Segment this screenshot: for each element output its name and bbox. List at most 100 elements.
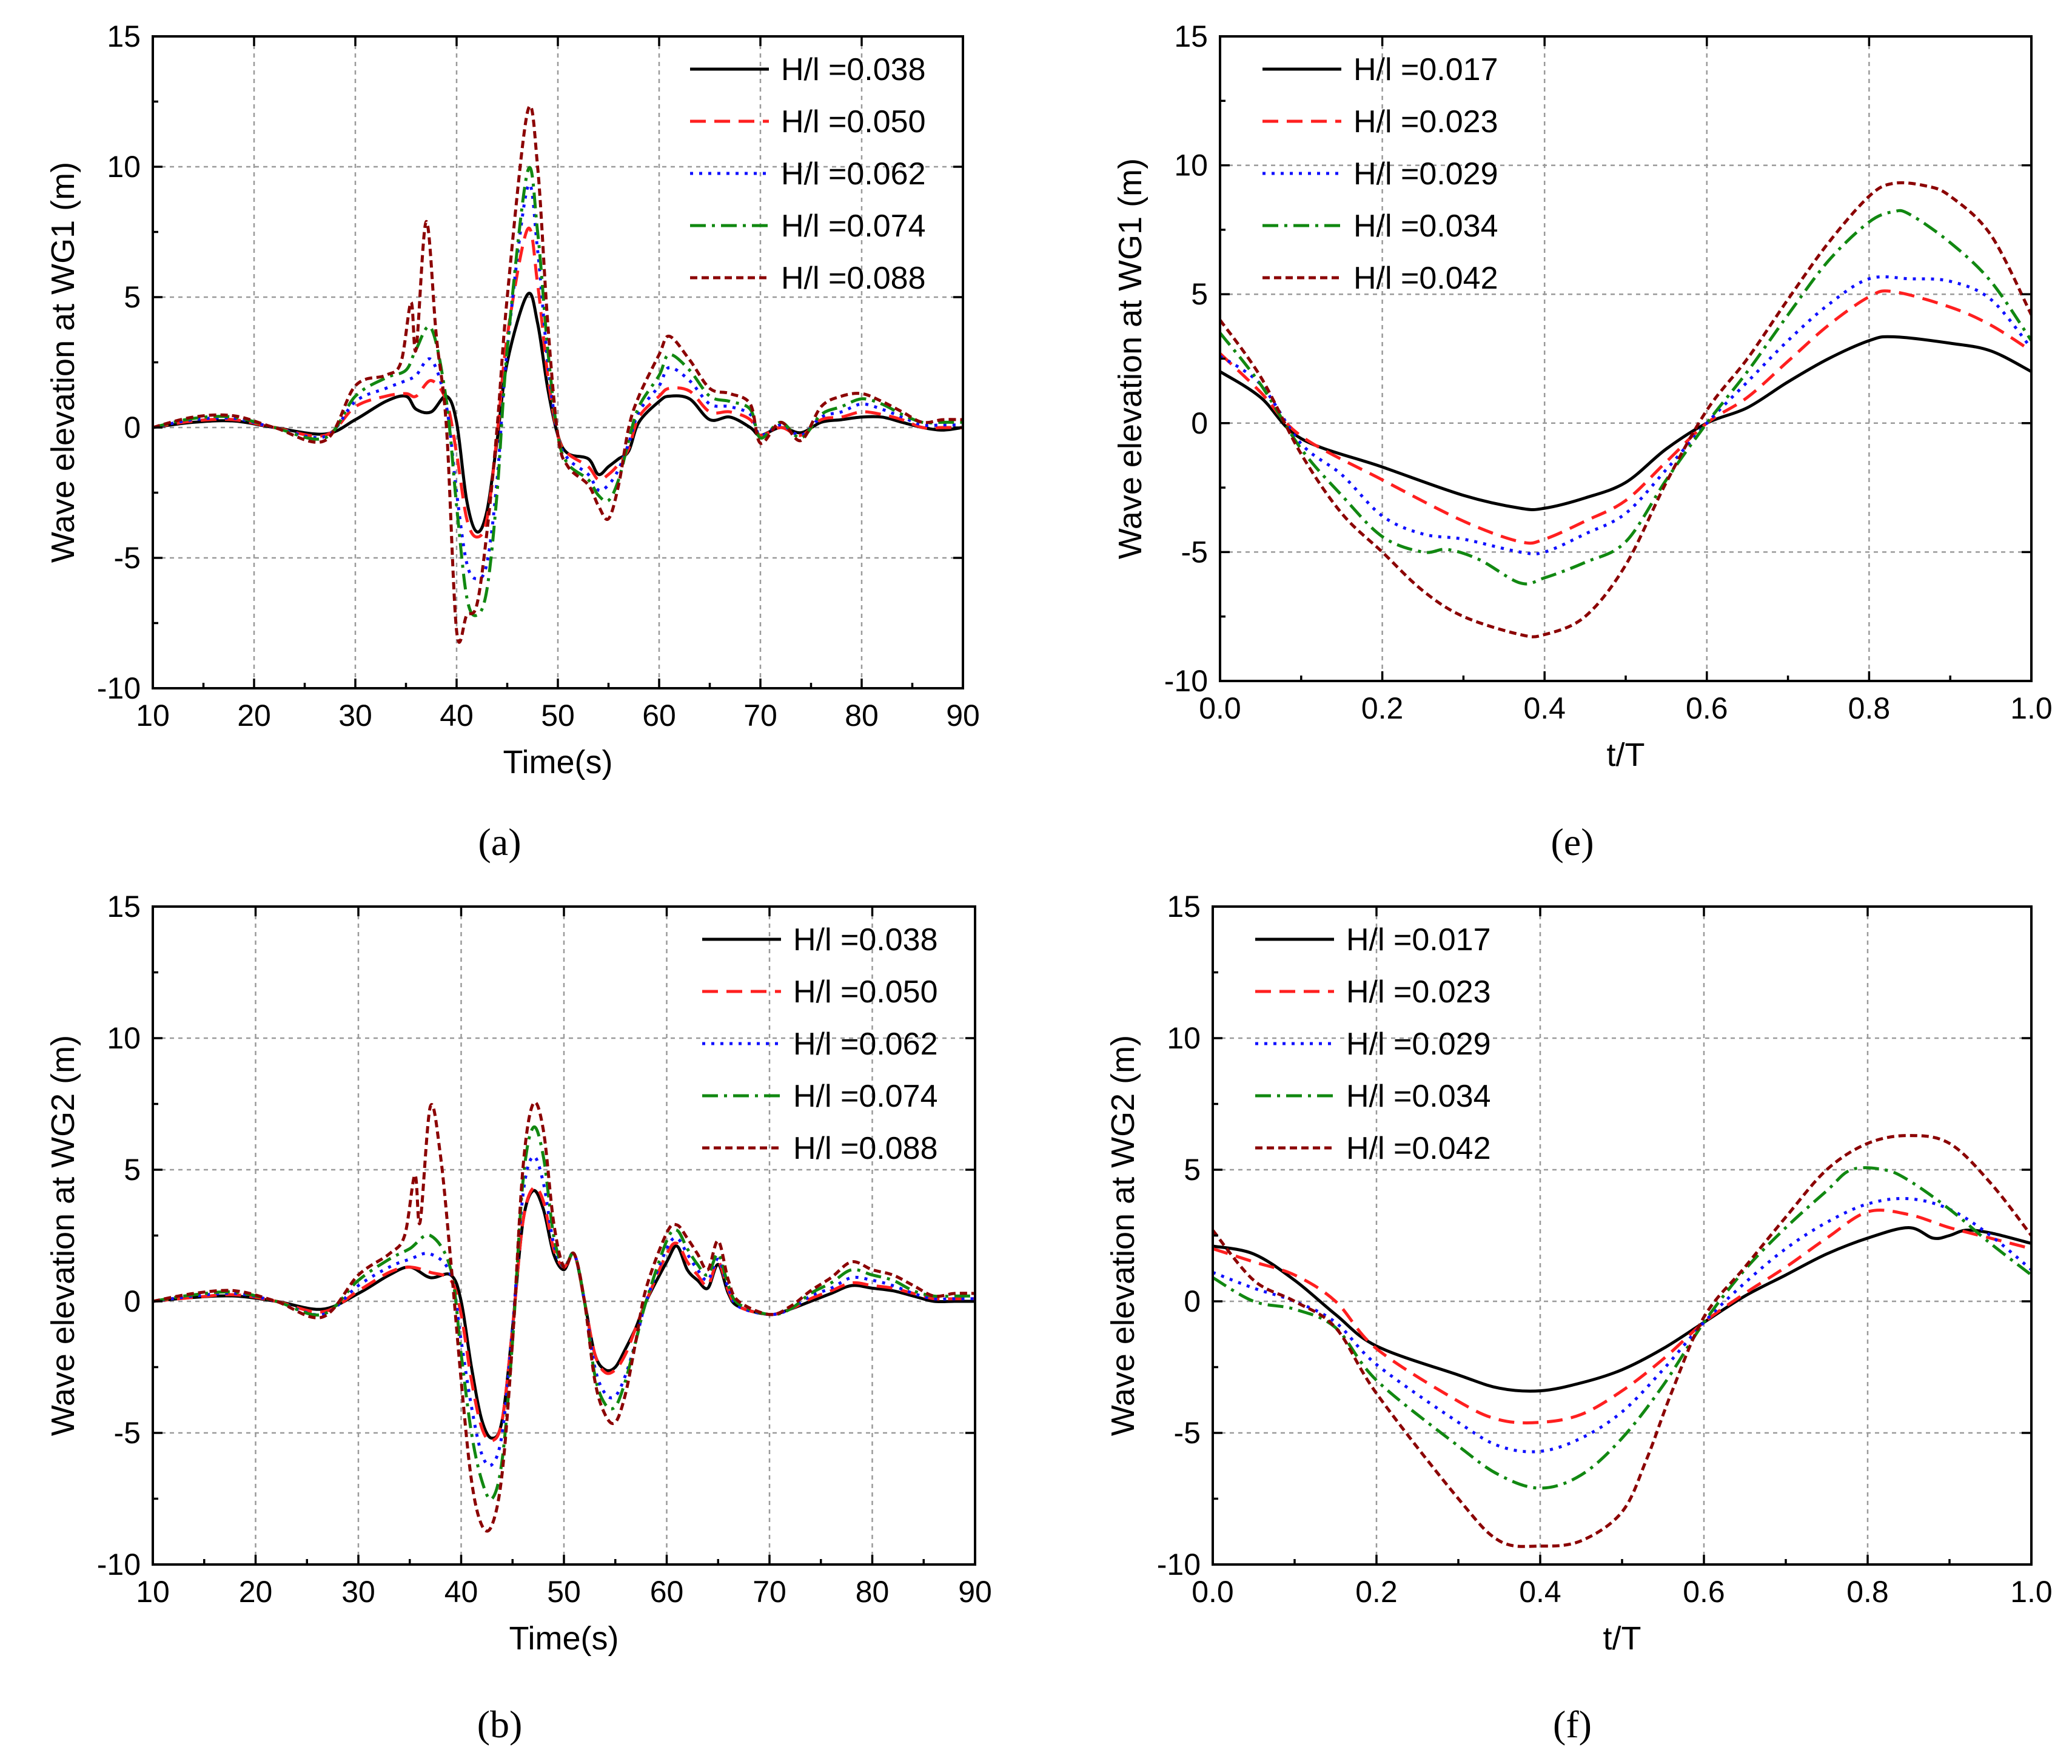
legend-label-3: H/l =0.029 [1346, 1027, 1491, 1062]
legend-label-4: H/l =0.074 [793, 1079, 938, 1114]
y-tick-label: 5 [1184, 1153, 1201, 1187]
x-axis-title: Time(s) [509, 1620, 619, 1657]
panel-f-wave-elevation-wg2-phase: 0.0 0.2 0.4 0.6 0.8 1.0 -10 -5 0 5 10 15 t/T Wave ele… [1105, 890, 2053, 1746]
series-group [1213, 1136, 2031, 1547]
x-tick-label: 80 [845, 699, 879, 733]
x-tick-label: 0.4 [1519, 1575, 1561, 1609]
y-tick-label: 0 [124, 411, 141, 444]
x-tick-label: 0.2 [1355, 1575, 1398, 1609]
x-tick-label: 40 [444, 1575, 478, 1609]
legend-label-1: H/l =0.038 [781, 52, 926, 87]
y-tick-label: 15 [1167, 890, 1201, 924]
y-tick-label: 15 [107, 19, 141, 53]
y-axis-title: Wave elevation at WG1 (m) [45, 162, 81, 563]
legend-label-2: H/l =0.050 [781, 104, 926, 139]
x-axis-title: t/T [1603, 1620, 1641, 1657]
legend-label-3: H/l =0.062 [781, 156, 926, 192]
figure-canvas: 10 20 30 40 50 60 70 80 90-10-5051015Time(s)Wave… [0, 0, 2072, 1764]
x-tick-label: 60 [650, 1575, 684, 1609]
x-tick-label: 0.6 [1686, 691, 1728, 725]
y-tick-label: 15 [107, 890, 141, 924]
x-tick-label: 0.8 [1848, 691, 1891, 725]
panel-caption: (b) [477, 1703, 523, 1746]
x-tick-label: 1.0 [2010, 691, 2053, 725]
series-line-3 [1213, 1198, 2031, 1452]
x-axis-title: t/T [1607, 737, 1645, 773]
y-tick-label: 10 [107, 150, 141, 184]
x-tick-label: 90 [958, 1575, 992, 1609]
series-group [1220, 183, 2031, 637]
legend-label-2: H/l =0.023 [1353, 104, 1498, 139]
y-tick-label: 10 [1167, 1021, 1201, 1055]
y-axis-title: Wave elevation at WG2 (m) [1105, 1035, 1141, 1436]
legend-label-2: H/l =0.023 [1346, 974, 1491, 1010]
x-tick-label: 20 [239, 1575, 273, 1609]
legend-label-5: H/l =0.042 [1353, 261, 1498, 296]
legend-label-1: H/l =0.017 [1353, 52, 1498, 87]
series-line-2 [1220, 291, 2031, 543]
y-tick-label: 5 [1191, 277, 1208, 311]
x-tick-label: 80 [856, 1575, 890, 1609]
x-tick-label: 0.6 [1683, 1575, 1725, 1609]
x-tick-label: 50 [541, 699, 575, 733]
x-tick-label: 30 [338, 699, 372, 733]
x-tick-label: 70 [753, 1575, 786, 1609]
y-tick-label: 0 [1191, 406, 1208, 440]
legend-label-3: H/l =0.029 [1353, 156, 1498, 192]
y-tick-label: 0 [1184, 1284, 1201, 1318]
legend-label-5: H/l =0.088 [793, 1131, 938, 1166]
series-line-1 [1213, 1228, 2031, 1392]
y-axis-title: Wave elevation at WG2 (m) [45, 1035, 81, 1436]
series-line-5 [1213, 1136, 2031, 1547]
x-tick-label: 70 [743, 699, 777, 733]
series-line-2 [1213, 1210, 2031, 1423]
x-tick-label: 40 [440, 699, 474, 733]
y-tick-label: 5 [124, 280, 141, 314]
y-tick-label: -5 [1174, 1416, 1201, 1450]
y-tick-label: 15 [1174, 19, 1208, 53]
y-axis-title: Wave elevation at WG1 (m) [1112, 158, 1148, 559]
y-tick-label: -10 [1157, 1548, 1201, 1581]
y-tick-label: -5 [114, 541, 141, 575]
y-tick-label: -10 [97, 1548, 141, 1581]
x-tick-label: 20 [237, 699, 271, 733]
plot-frame [1220, 36, 2031, 681]
y-tick-label: -5 [114, 1416, 141, 1450]
legend-label-4: H/l =0.034 [1353, 209, 1498, 244]
panel-a-wave-elevation-wg1-time: 10 20 30 40 50 60 70 80 90 -10 -5 0 5 10 15 Time(s) Wave… [45, 19, 980, 864]
legend-label-2: H/l =0.050 [793, 974, 938, 1010]
y-tick-label: 0 [124, 1284, 141, 1318]
x-tick-label: 60 [642, 699, 676, 733]
x-tick-label: 0.2 [1361, 691, 1404, 725]
legend-label-5: H/l =0.088 [781, 261, 926, 296]
panel-caption: (f) [1553, 1703, 1592, 1746]
y-tick-label: -10 [1164, 664, 1208, 698]
x-tick-label: 0.4 [1523, 691, 1566, 725]
series-line-5 [1220, 183, 2031, 637]
legend-label-4: H/l =0.034 [1346, 1079, 1491, 1114]
series-line-3 [1220, 277, 2031, 554]
series-line-4 [1220, 210, 2031, 584]
legend-label-1: H/l =0.017 [1346, 922, 1491, 957]
panel-b-wave-elevation-wg2-time: 10 20 30 40 50 60 70 80 90 -10 -5 0 5 10 15 Time(s) Wave… [45, 890, 992, 1746]
panel-caption: (e) [1551, 820, 1594, 864]
y-tick-label: -5 [1181, 535, 1208, 569]
panel-caption: (a) [478, 820, 521, 864]
x-axis-title: Time(s) [503, 744, 613, 780]
legend-label-5: H/l =0.042 [1346, 1131, 1491, 1166]
series-line-4 [1213, 1168, 2031, 1488]
x-tick-label: 50 [547, 1575, 581, 1609]
y-tick-label: 5 [124, 1153, 141, 1187]
y-tick-label: -10 [97, 671, 141, 705]
plot-frame [1213, 907, 2031, 1564]
legend-label-1: H/l =0.038 [793, 922, 938, 957]
x-tick-label: 1.0 [2010, 1575, 2053, 1609]
y-tick-label: 10 [107, 1021, 141, 1055]
x-tick-label: 0.8 [1846, 1575, 1889, 1609]
legend-label-3: H/l =0.062 [793, 1027, 938, 1062]
x-tick-label: 30 [341, 1575, 375, 1609]
panel-e-wave-elevation-wg1-phase: 0.0 0.2 0.4 0.6 0.8 1.0 -10 -5 0 5 10 15 t/T Wave ele… [1112, 19, 2053, 864]
y-tick-label: 10 [1174, 149, 1208, 183]
x-tick-label: 10 [136, 1575, 170, 1609]
x-tick-label: 90 [946, 699, 980, 733]
